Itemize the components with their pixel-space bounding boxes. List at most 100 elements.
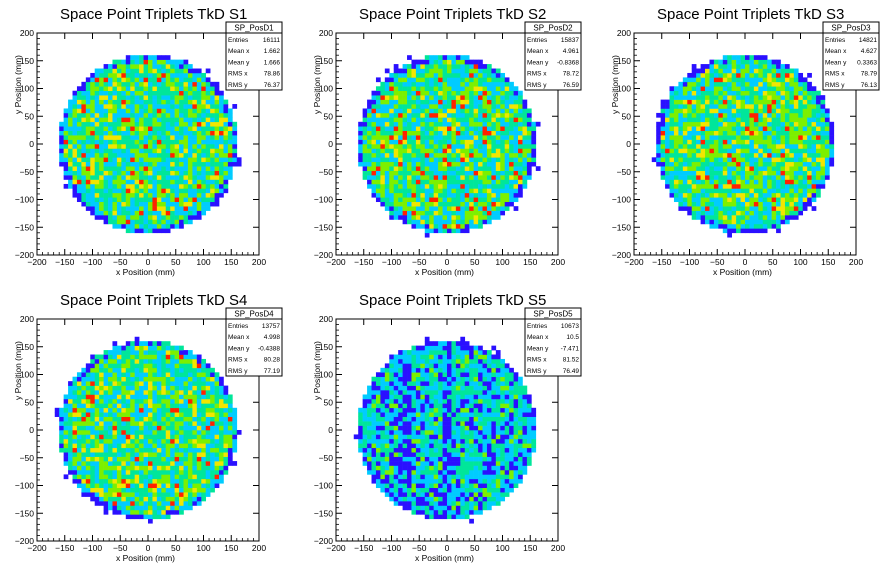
heatmap-cell (161, 175, 167, 180)
heatmap-cell (807, 148, 812, 154)
heatmap-cell (518, 112, 523, 118)
heatmap-cell (72, 398, 78, 404)
heatmap-cell (143, 108, 149, 114)
heatmap-cell (713, 179, 719, 185)
heatmap-cell (811, 126, 817, 131)
heatmap-cell (187, 99, 193, 105)
heatmap-cell (509, 99, 514, 105)
heatmap-cell (214, 104, 220, 109)
heatmap-cell (736, 223, 741, 229)
heatmap-cell (447, 126, 452, 131)
heatmap-cell (469, 166, 474, 171)
heatmap-cell (455, 179, 461, 185)
heatmap-cell (130, 438, 135, 444)
heatmap-cell (713, 170, 719, 176)
heatmap-cell (669, 179, 675, 185)
heatmap-cell (753, 152, 759, 158)
heatmap-cell (438, 95, 443, 100)
heatmap-cell (753, 157, 759, 163)
heatmap-cell (76, 461, 82, 466)
heatmap-cell (165, 108, 171, 114)
heatmap-cell (731, 108, 737, 114)
heatmap-cell (464, 179, 470, 185)
heatmap-cell (447, 228, 452, 234)
heatmap-cell (415, 64, 421, 69)
heatmap-cell (380, 104, 386, 109)
heatmap-cell (76, 398, 82, 404)
heatmap-cell (429, 148, 434, 154)
heatmap-cell (148, 443, 153, 449)
heatmap-cell (99, 161, 104, 167)
heatmap-cell (402, 104, 408, 109)
heatmap-cell (486, 121, 492, 127)
heatmap-cell (784, 139, 790, 145)
heatmap-cell (811, 104, 817, 109)
heatmap-cell (362, 166, 368, 171)
heatmap-cell (112, 363, 118, 369)
heatmap-cell (90, 206, 96, 211)
heatmap-cell (134, 68, 140, 74)
heatmap-cell (718, 139, 724, 145)
heatmap-cell (174, 68, 180, 74)
heatmap-cell (367, 175, 372, 180)
heatmap-cell (767, 148, 772, 154)
heatmap-cell (486, 152, 492, 158)
heatmap-cell (130, 447, 135, 453)
heatmap-cell (673, 157, 679, 163)
heatmap-cell (161, 148, 167, 154)
heatmap-cell (829, 135, 835, 140)
heatmap-cell (161, 157, 167, 163)
heatmap-cell (94, 117, 100, 123)
heatmap-cell (389, 166, 395, 171)
heatmap-cell (94, 175, 100, 180)
heatmap-cell (722, 197, 728, 203)
heatmap-cell (509, 161, 514, 167)
heatmap-cell (148, 354, 153, 360)
heatmap-cell (179, 117, 184, 123)
heatmap-cell (389, 130, 395, 136)
heatmap-cell (121, 68, 127, 74)
heatmap-cell (451, 68, 457, 74)
heatmap-cell (68, 469, 73, 475)
heatmap-cell (767, 157, 772, 163)
heatmap-cell (371, 112, 377, 118)
heatmap-cell (776, 219, 781, 225)
heatmap-cell (85, 175, 91, 180)
heatmap-cell (736, 126, 741, 131)
heatmap-cell (705, 166, 710, 171)
heatmap-cell (771, 197, 777, 203)
heatmap-cell (183, 126, 189, 131)
heatmap-cell (112, 117, 118, 123)
heatmap-cell (219, 152, 224, 158)
heatmap-cell (402, 188, 408, 194)
heatmap-cell (134, 492, 140, 497)
heatmap-cell (433, 112, 439, 118)
heatmap-cell (130, 421, 135, 426)
heatmap-cell (68, 144, 73, 149)
heatmap-cell (108, 210, 113, 216)
heatmap-cell (429, 81, 434, 87)
heatmap-cell (165, 144, 171, 149)
heatmap-cell (464, 135, 470, 140)
heatmap-cell (411, 90, 417, 96)
heatmap-cell (700, 219, 706, 225)
heatmap-cell (384, 152, 390, 158)
heatmap-cell (72, 456, 78, 462)
heatmap-cell (125, 206, 131, 211)
heatmap-cell (152, 478, 158, 484)
heatmap-cell (174, 206, 180, 211)
heatmap-cell (749, 183, 755, 189)
heatmap-cell (174, 179, 180, 185)
heatmap-cell (402, 81, 408, 87)
heatmap-cell (63, 121, 69, 127)
heatmap-cell (696, 130, 701, 136)
heatmap-cell (460, 126, 466, 131)
heatmap-cell (829, 130, 835, 136)
heatmap-cell (161, 95, 167, 100)
heatmap-cell (491, 170, 497, 176)
heatmap-cell (802, 104, 808, 109)
heatmap-cell (112, 183, 118, 189)
heatmap-cell (829, 121, 835, 127)
heatmap-cell (802, 117, 808, 123)
heatmap-cell (187, 139, 193, 145)
